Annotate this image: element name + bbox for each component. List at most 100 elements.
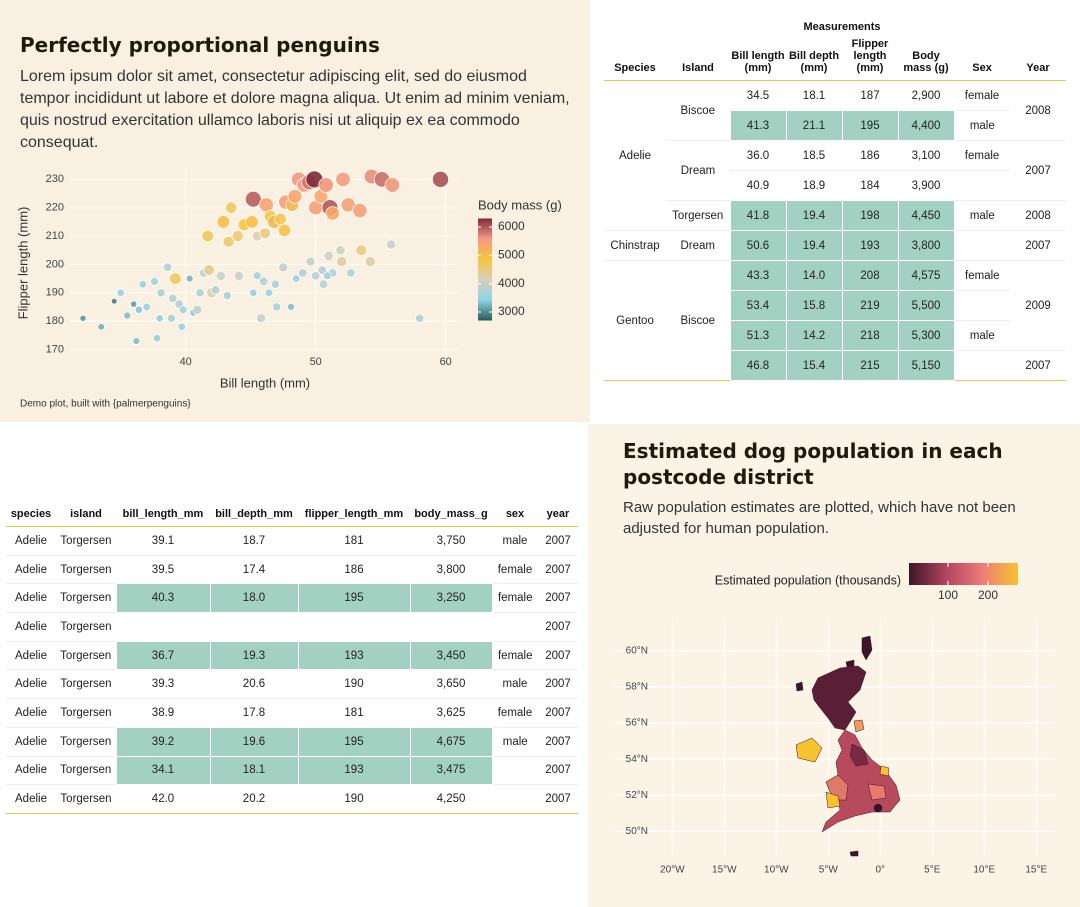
point (225, 201, 238, 214)
x-tick-label: 60 (440, 356, 452, 368)
table-row: Adelie Torgersen 39.5 17.4 186 3,800 female 200… (6, 554, 578, 584)
table-cell: female (492, 640, 538, 670)
legend-label: 4000 (498, 276, 525, 290)
table-cell (954, 350, 1011, 381)
table-row: Adelie Torgersen 39.1 18.7 181 3,750 male 2007 (6, 526, 578, 556)
column-header: year (538, 508, 578, 527)
table-cell: 46.8 (729, 350, 787, 381)
region (849, 850, 859, 857)
chart-subtitle: Lorem ipsum dolor sit amet, consectetur … (20, 68, 570, 151)
header-cell (604, 16, 730, 38)
x-tick-label: 5°E (924, 865, 941, 876)
point (287, 303, 295, 311)
table-cell: 4,400 (897, 110, 955, 141)
column-header: Island (666, 38, 730, 81)
table-cell: 19.6 (209, 726, 299, 757)
spanner-row: Measurements (604, 16, 1066, 38)
raw-table: species island bill_length_mm bill_depth_mm… (6, 508, 578, 814)
table-cell: Dream (666, 230, 730, 261)
table-row: Adelie Torgersen 39.2 19.6 195 4,675 male 2007 (6, 726, 578, 757)
table-cell: Chinstrap (604, 230, 666, 261)
column-header: Body mass (g) (898, 38, 955, 81)
point (245, 215, 259, 229)
scatter-panel: 170 180 190 200 210 220 230 40 50 60 Bill length (… (0, 0, 590, 422)
table-cell: Torgersen (666, 200, 730, 231)
table-cell: 3,650 (410, 669, 492, 699)
table-cell: 20.6 (210, 669, 298, 699)
table-cell: 215 (841, 350, 899, 381)
column-header: island (56, 508, 116, 527)
column-header: sex (492, 508, 538, 527)
table-cell: Torgersen (56, 612, 116, 642)
point (270, 279, 280, 289)
y-tick-label: 180 (46, 315, 64, 327)
point (134, 305, 143, 314)
legend-label: 200 (978, 588, 998, 602)
table-cell: 18.7 (210, 526, 298, 556)
table-cell: 187 (842, 80, 898, 111)
column-header: flipper_length_mm (298, 508, 410, 527)
table-cell: 43.3 (729, 260, 787, 291)
table-cell (954, 290, 1011, 321)
table-row: Dream 36.0 18.5 186 3,100 female 2007 (604, 140, 1067, 201)
table-cell: 39.2 (115, 726, 211, 757)
table-cell: 21.1 (785, 110, 843, 141)
region (845, 659, 855, 668)
table-cell: 3,450 (409, 640, 493, 671)
table-cell: 4,575 (897, 260, 955, 291)
table-cell: Adelie (6, 640, 56, 670)
table-cell: 40.3 (115, 583, 211, 614)
table-cell: 3,750 (410, 526, 492, 556)
header-cell (954, 16, 1066, 38)
y-tick-label: 58°N (626, 682, 648, 693)
table-cell: 2007 (538, 726, 578, 756)
table-panel: species island bill_length_mm bill_depth_mm… (0, 424, 588, 907)
table-row: Adelie Torgersen 39.3 20.6 190 3,650 male 2007 (6, 669, 578, 699)
table-row: 46.8 15.4 215 5,150 2007 (604, 350, 1067, 381)
point (355, 244, 368, 257)
map-panel: 50°N 52°N 54°N 56°N 58°N 60°N 20°W 15°W 10°W 5°W 0… (588, 424, 1080, 907)
table-cell: 18.9 (786, 170, 842, 201)
y-tick-label: 50°N (626, 826, 648, 837)
scatter-chart: 170 180 190 200 210 220 230 40 50 60 Bill length (… (15, 168, 562, 410)
table-cell (492, 612, 538, 642)
column-header: Species (604, 38, 666, 81)
point (203, 264, 215, 276)
table-cell: 39.5 (116, 554, 210, 584)
table-cell: 193 (297, 755, 411, 786)
table-cell: 15.8 (785, 290, 843, 321)
table-cell: 5,150 (897, 350, 955, 381)
table-cell: 190 (298, 784, 410, 814)
table-cell: 193 (297, 640, 411, 671)
table-cell: 34.1 (115, 755, 211, 786)
table-cell: 2007 (1010, 230, 1067, 261)
chart-subtitle: Raw population estimates are plotted, wh… (623, 499, 1016, 537)
region (825, 791, 841, 809)
y-tick-label: 200 (46, 258, 64, 270)
table-cell: 184 (842, 170, 898, 201)
table-cell: Torgersen (56, 755, 116, 785)
table-cell (210, 612, 298, 642)
table-cell: 3,250 (409, 583, 493, 614)
column-header: bill_length_mm (116, 508, 210, 527)
point (252, 271, 262, 281)
point (233, 270, 245, 281)
table-row: Chinstrap Dream 50.6 19.4 193 3,800 2007 (604, 230, 1067, 261)
point (132, 337, 141, 345)
table-cell: 3,800 (897, 230, 955, 261)
table-cell: 2007 (1010, 140, 1067, 201)
table-cell: Gentoo (604, 260, 666, 381)
point (162, 262, 173, 272)
table-row: Adelie Torgersen 40.3 18.0 195 3,250 female 200… (6, 583, 578, 614)
table-cell: 5,500 (897, 290, 955, 321)
point (249, 288, 258, 297)
y-tick-label: 56°N (626, 718, 648, 729)
table-row: 40.9 18.9 184 3,900 (604, 170, 1066, 201)
x-tick-label: 5°W (819, 865, 839, 876)
table-cell: female (492, 583, 538, 613)
table-row: Adelie Torgersen 38.9 17.8 181 3,625 female 200… (6, 698, 578, 728)
point (155, 314, 164, 323)
point (259, 276, 269, 287)
table-cell: Adelie (6, 698, 56, 728)
header-row: species island bill_length_mm bill_depth_mm… (6, 508, 578, 527)
